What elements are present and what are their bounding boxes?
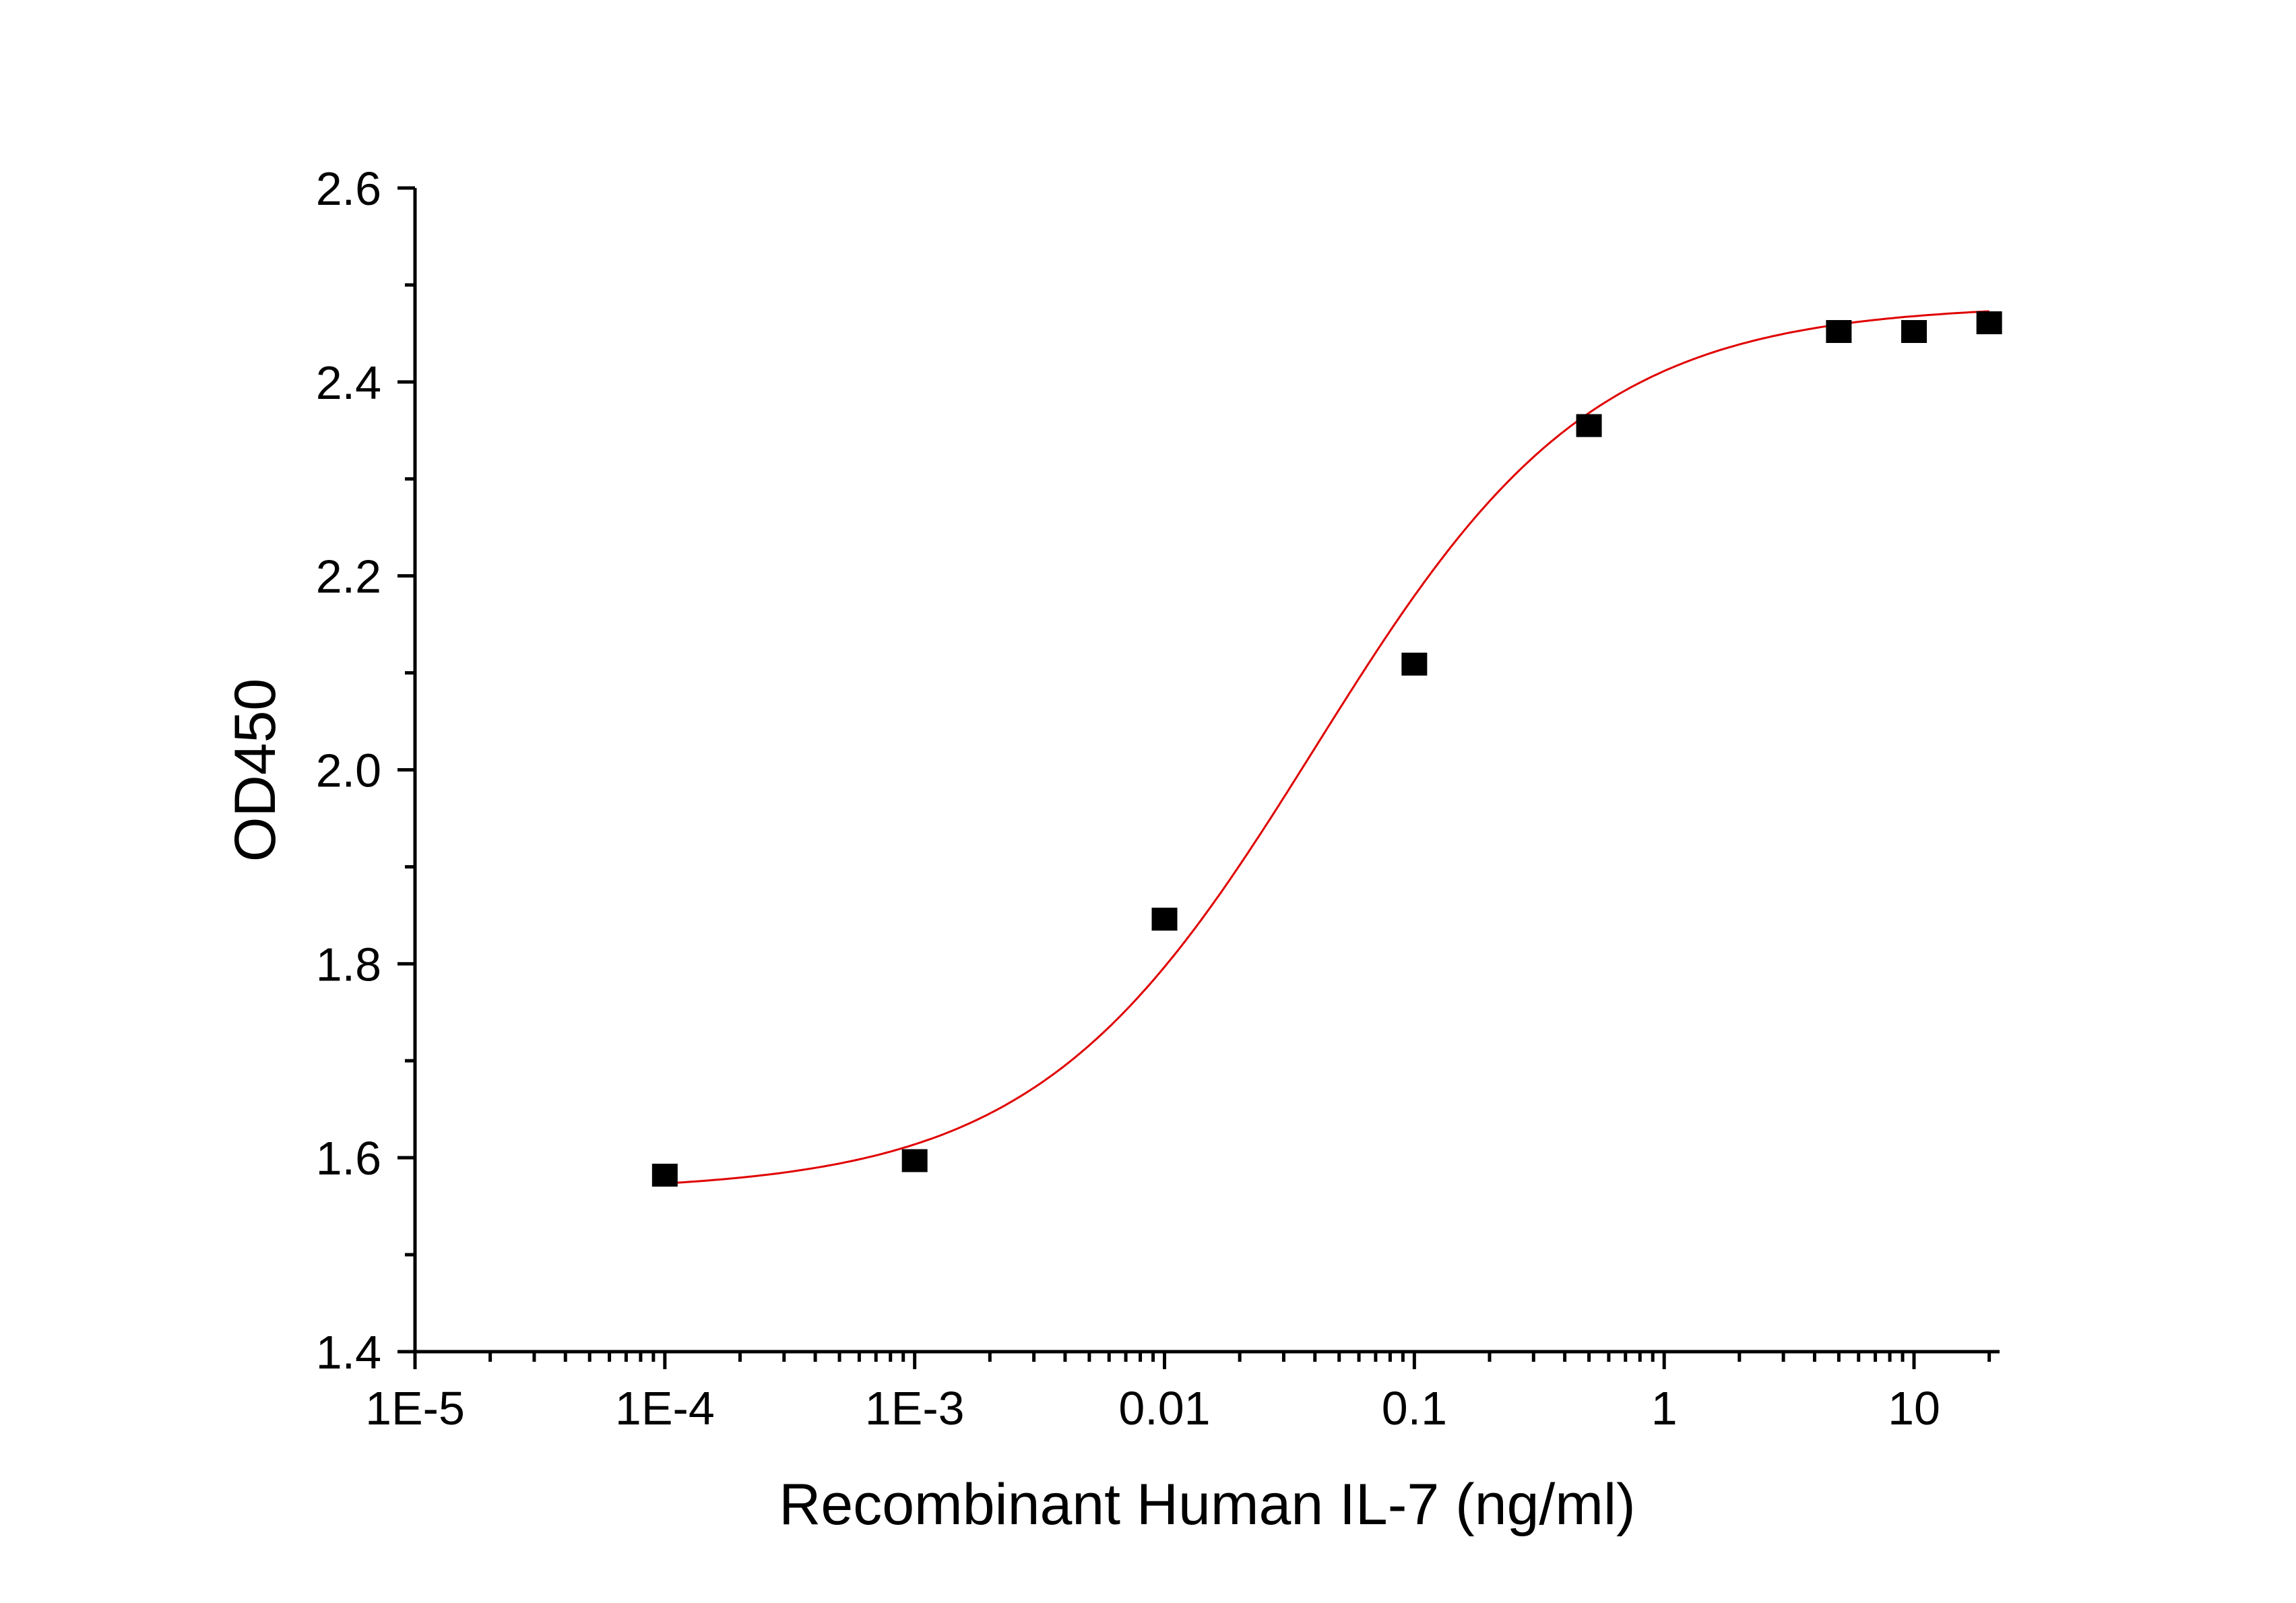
y-tick-label: 1.8 [316,938,381,991]
y-tick-label: 2.4 [316,356,381,409]
x-tick-label: 0.1 [1382,1382,1447,1435]
y-tick-label: 2.2 [316,551,381,603]
axes: 1E-5 1E-4 1E-3 0.01 0.1 1 10 1.4 1.6 1.8 2.0 2.2 2.4… [316,162,2000,1435]
y-tick-label: 2.6 [316,162,381,215]
fit-curve [664,310,1989,1185]
data-points [651,311,2002,1187]
x-tick-label: 1E-4 [615,1382,715,1435]
y-tick-label: 1.4 [316,1326,381,1379]
x-tick-label: 1E-5 [365,1382,465,1435]
x-tick-label: 1E-3 [865,1382,965,1435]
data-point [1976,311,2002,335]
y-axis-label: OD450 [223,679,288,862]
x-tick-label: 0.01 [1118,1382,1210,1435]
data-point [1151,908,1178,931]
x-tick-label: 1 [1651,1382,1678,1435]
data-point [1901,319,1927,343]
x-tick-label: 10 [1888,1382,1940,1435]
y-tick-label: 2.0 [316,745,381,797]
data-point [901,1149,928,1172]
data-point [1576,414,1602,437]
data-point [651,1164,678,1187]
data-point [1826,319,1852,343]
y-tick-label: 1.6 [316,1132,381,1185]
x-axis-label: Recombinant Human IL-7 (ng/ml) [779,1472,1635,1537]
data-point [1401,652,1428,676]
